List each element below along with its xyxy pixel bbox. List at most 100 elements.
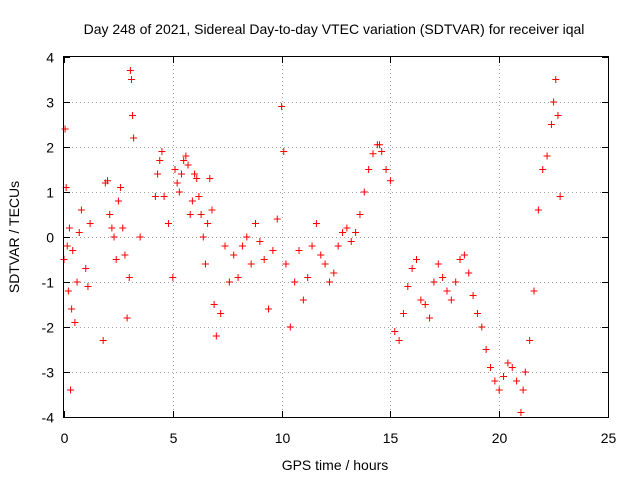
- data-point: [206, 175, 214, 182]
- data-point: [543, 152, 551, 160]
- data-point: [104, 177, 112, 185]
- data-point: [325, 278, 333, 286]
- data-point: [521, 368, 529, 376]
- data-point: [129, 112, 137, 119]
- data-point: [75, 229, 83, 236]
- data-point: [395, 337, 403, 344]
- data-point: [369, 150, 377, 158]
- data-point: [178, 170, 186, 178]
- data-point: [534, 206, 542, 214]
- data-point: [119, 224, 127, 232]
- data-point: [186, 211, 194, 218]
- data-point: [110, 233, 118, 241]
- data-point: [158, 148, 166, 155]
- data-point: [234, 274, 242, 281]
- data-point: [443, 287, 451, 295]
- data-point: [182, 152, 190, 160]
- data-point: [67, 386, 75, 394]
- data-point: [365, 166, 373, 173]
- data-point: [197, 211, 205, 218]
- x-tick-label: 25: [601, 430, 617, 446]
- y-tick-label: 0: [46, 230, 54, 246]
- y-tick-label: 3: [46, 95, 54, 111]
- data-point: [127, 76, 135, 83]
- data-point: [465, 269, 473, 277]
- data-point: [180, 157, 188, 164]
- data-point: [61, 125, 69, 133]
- data-point: [550, 98, 558, 106]
- data-point: [243, 233, 251, 241]
- data-point: [82, 265, 90, 272]
- data-point: [352, 229, 360, 236]
- data-point: [426, 314, 434, 322]
- data-point: [195, 193, 203, 200]
- data-point: [295, 247, 303, 254]
- data-point: [456, 256, 464, 263]
- data-point: [126, 67, 134, 74]
- data-point: [217, 310, 225, 317]
- data-point: [552, 76, 560, 83]
- data-point: [154, 170, 162, 178]
- data-point: [64, 287, 72, 295]
- data-point: [136, 233, 144, 241]
- data-point: [280, 148, 288, 155]
- data-point: [160, 193, 168, 200]
- data-point: [164, 220, 172, 227]
- y-tick-label: -2: [42, 320, 55, 336]
- data-point: [112, 256, 120, 263]
- data-point: [130, 134, 138, 142]
- data-point: [199, 233, 207, 241]
- data-point: [299, 296, 307, 304]
- data-point: [356, 211, 364, 218]
- y-tick-label: 4: [46, 50, 54, 66]
- data-point: [282, 260, 290, 268]
- data-point: [439, 274, 447, 281]
- data-point: [430, 278, 438, 286]
- data-points: [60, 67, 564, 416]
- y-tick-label: 1: [46, 185, 54, 201]
- data-point: [65, 224, 73, 232]
- data-point: [347, 238, 355, 245]
- x-tick-label: 5: [170, 430, 178, 446]
- data-point: [212, 332, 220, 340]
- data-point: [117, 184, 125, 191]
- data-point: [210, 301, 218, 308]
- data-point: [173, 179, 181, 187]
- data-point: [408, 265, 416, 272]
- data-point: [308, 242, 316, 250]
- data-point: [201, 260, 209, 268]
- data-point: [519, 386, 527, 394]
- data-point: [278, 103, 286, 110]
- data-point: [286, 323, 294, 331]
- data-point: [156, 157, 164, 164]
- data-point: [175, 188, 183, 196]
- data-point: [191, 170, 199, 178]
- data-point: [184, 161, 192, 169]
- data-point: [399, 310, 407, 317]
- data-point: [413, 256, 421, 263]
- data-point: [193, 175, 201, 182]
- data-point: [251, 220, 259, 227]
- y-tick-label: -4: [42, 410, 55, 426]
- data-point: [473, 310, 481, 317]
- data-point: [123, 314, 131, 322]
- y-tick-label: -1: [42, 275, 55, 291]
- data-point: [482, 346, 490, 353]
- data-point: [68, 305, 76, 313]
- data-point: [256, 238, 264, 245]
- x-tick-label: 20: [492, 430, 508, 446]
- x-axis-label: GPS time / hours: [282, 457, 389, 473]
- data-point: [491, 377, 499, 385]
- data-point: [508, 364, 516, 371]
- data-point: [114, 197, 122, 205]
- y-axis-label: SDTVAR / TECUs: [6, 181, 22, 293]
- data-point: [99, 337, 107, 344]
- x-tick-label: 0: [61, 430, 69, 446]
- data-point: [247, 260, 255, 268]
- grid-lines: [64, 57, 608, 417]
- data-point: [382, 166, 390, 173]
- data-point: [504, 359, 512, 367]
- y-tick-label: -3: [42, 365, 55, 381]
- data-point: [77, 206, 85, 214]
